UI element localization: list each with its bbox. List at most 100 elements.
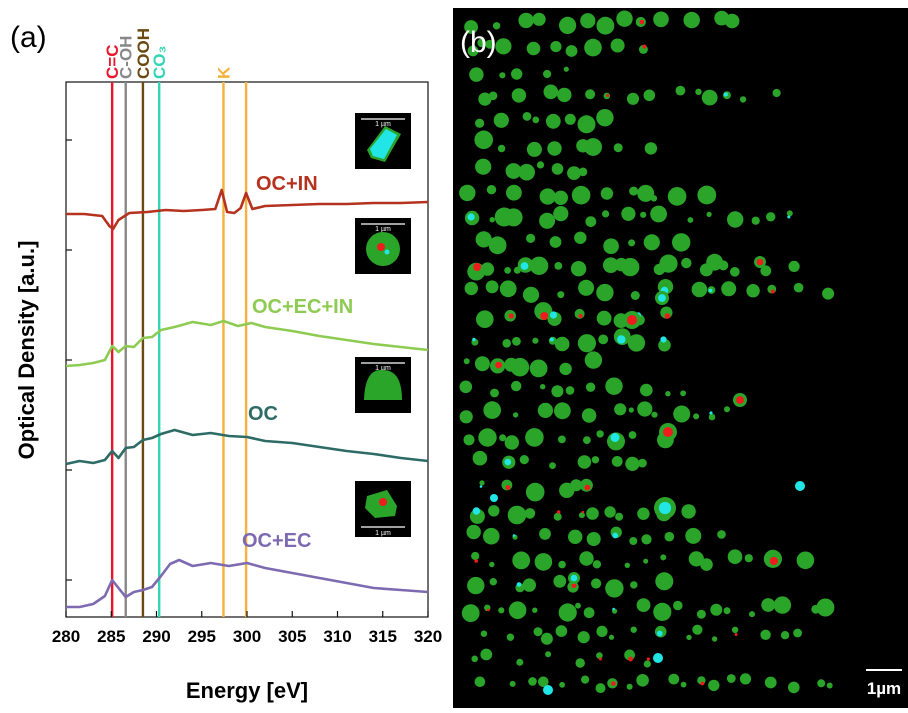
particle [512,412,519,418]
particle [504,208,523,227]
particle [603,238,619,254]
x-tick-label-6: 310 [323,627,351,646]
particle [474,356,490,372]
inset-scale-label: 1 µm [375,226,391,233]
particle [641,534,652,545]
particle [461,604,480,622]
particle [505,163,522,179]
particle [553,512,562,521]
particle [575,658,585,668]
particle [532,116,540,124]
particle [717,530,726,539]
particle [555,625,568,637]
particle [761,598,776,612]
particle [816,598,835,617]
particle-inorganic [486,608,490,612]
particle [613,143,623,153]
particle [668,673,680,685]
particle-inorganic [571,583,577,588]
x-tick-label-8: 320 [414,627,442,646]
particle [610,38,625,53]
particle-inorganic [474,559,479,563]
particle [730,267,740,277]
particle [659,254,678,273]
particle [529,256,549,275]
particle [467,576,485,595]
particle [596,283,614,302]
particle [780,631,790,640]
particle [504,267,511,274]
particle [773,596,792,614]
particle [570,261,587,277]
particle [540,384,546,390]
particle [570,479,583,492]
particle [772,88,781,98]
particle [478,92,492,106]
reference-label-3: CO₃ [150,46,169,79]
particle [568,529,583,544]
x-tick-label-4: 300 [233,627,261,646]
inset-0: 1 µm [355,113,411,169]
particle [637,401,653,417]
particle [688,551,704,567]
particle [621,257,640,277]
particle [766,212,776,222]
particle [489,561,495,568]
particle-carbonate [660,336,667,343]
particle [581,675,590,684]
particle-inorganic [556,510,561,514]
particle [563,66,569,72]
particle [493,112,509,128]
x-tick-label-1: 285 [97,627,125,646]
particle [751,216,760,225]
x-axis-ticks: 280 285 290 295 300 305 310 315 320 [52,611,442,646]
particle [675,85,686,96]
particle [585,216,597,228]
particle [545,113,561,129]
series-label-2: OC [248,403,278,425]
particle [564,113,576,125]
particle [760,265,772,277]
particle [724,406,730,413]
particle-carbonate [787,215,791,219]
particle [577,631,590,644]
particle [485,39,495,49]
particle [708,679,720,692]
particle [591,456,600,464]
particle [459,410,473,424]
particle [651,411,658,418]
particle [479,480,485,486]
particle [558,560,566,569]
particle [685,527,702,544]
particle-inorganic [646,657,650,661]
particle [817,679,826,688]
particle [469,67,484,82]
particle-carbonate [617,335,626,344]
particle [788,260,800,272]
particle [822,287,835,300]
particle-carbonate [549,337,554,342]
particle [522,286,540,303]
particle [516,658,524,666]
particle [614,403,627,416]
particle [724,13,740,29]
panel-a-label: (a) [10,21,47,54]
particle [467,45,479,57]
particle [499,72,506,79]
particle [577,334,597,353]
particle [532,337,539,344]
particle [522,112,532,121]
particle [502,339,512,348]
particle [636,674,649,687]
particle [528,677,537,686]
particle [673,405,691,423]
particle [489,217,495,223]
particle-core [658,294,666,302]
particle [474,676,486,688]
reference-lines [110,82,248,617]
particle [464,20,478,34]
particle [492,22,501,30]
series-line-2 [65,428,429,466]
particle-inorganic [495,361,502,369]
particle [746,284,760,298]
